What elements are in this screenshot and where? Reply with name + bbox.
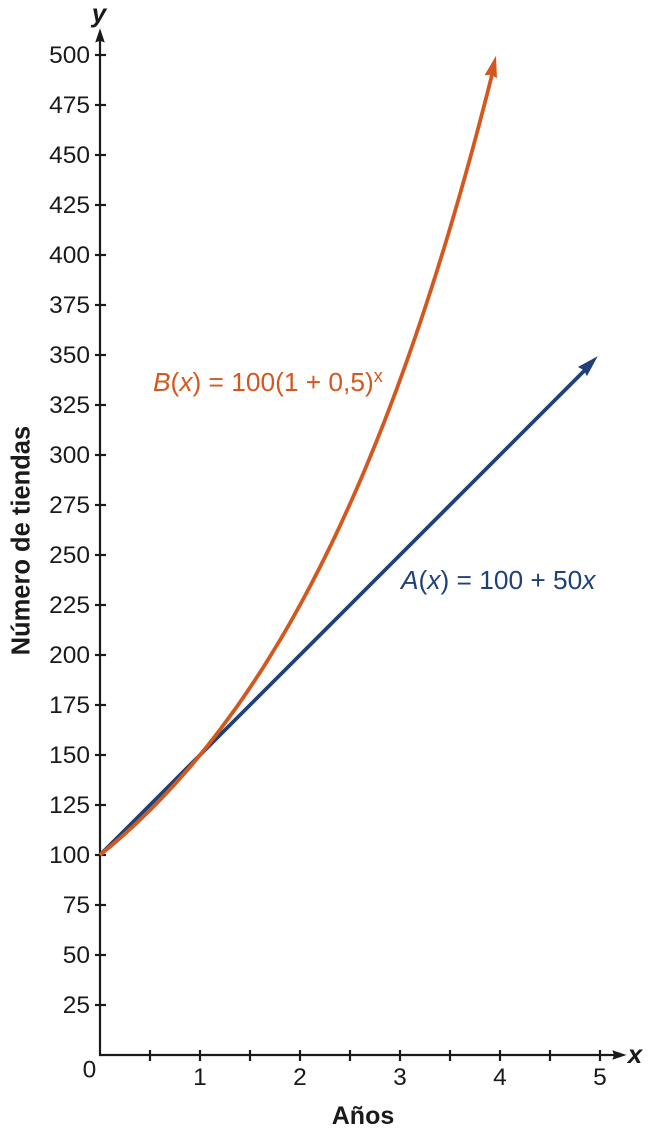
svg-text:475: 475 bbox=[49, 92, 90, 119]
svg-text:x: x bbox=[626, 1039, 644, 1069]
svg-text:100: 100 bbox=[49, 842, 90, 869]
svg-text:500: 500 bbox=[49, 42, 90, 69]
svg-text:250: 250 bbox=[49, 542, 90, 569]
svg-text:1: 1 bbox=[193, 1064, 207, 1091]
svg-text:0: 0 bbox=[83, 1057, 97, 1084]
svg-text:50: 50 bbox=[63, 942, 90, 969]
svg-text:5: 5 bbox=[593, 1064, 607, 1091]
svg-text:3: 3 bbox=[393, 1064, 407, 1091]
svg-text:300: 300 bbox=[49, 442, 90, 469]
svg-text:175: 175 bbox=[49, 692, 90, 719]
svg-text:Años: Años bbox=[332, 1102, 395, 1130]
svg-text:400: 400 bbox=[49, 242, 90, 269]
svg-text:150: 150 bbox=[49, 742, 90, 769]
svg-text:4: 4 bbox=[493, 1064, 507, 1091]
svg-text:125: 125 bbox=[49, 792, 90, 819]
svg-text:y: y bbox=[90, 0, 108, 28]
svg-text:200: 200 bbox=[49, 642, 90, 669]
svg-text:450: 450 bbox=[49, 142, 90, 169]
svg-text:75: 75 bbox=[63, 892, 90, 919]
svg-text:225: 225 bbox=[49, 592, 90, 619]
svg-text:25: 25 bbox=[63, 992, 90, 1019]
svg-text:2: 2 bbox=[293, 1064, 307, 1091]
svg-text:Número de tiendas: Número de tiendas bbox=[8, 426, 36, 656]
svg-text:A(x) = 100 + 50x: A(x) = 100 + 50x bbox=[399, 565, 596, 595]
svg-text:375: 375 bbox=[49, 292, 90, 319]
svg-text:B(x) = 100(1 + 0,5)x: B(x) = 100(1 + 0,5)x bbox=[153, 366, 383, 397]
svg-text:275: 275 bbox=[49, 492, 90, 519]
svg-text:325: 325 bbox=[49, 392, 90, 419]
svg-text:425: 425 bbox=[49, 192, 90, 219]
svg-text:350: 350 bbox=[49, 342, 90, 369]
